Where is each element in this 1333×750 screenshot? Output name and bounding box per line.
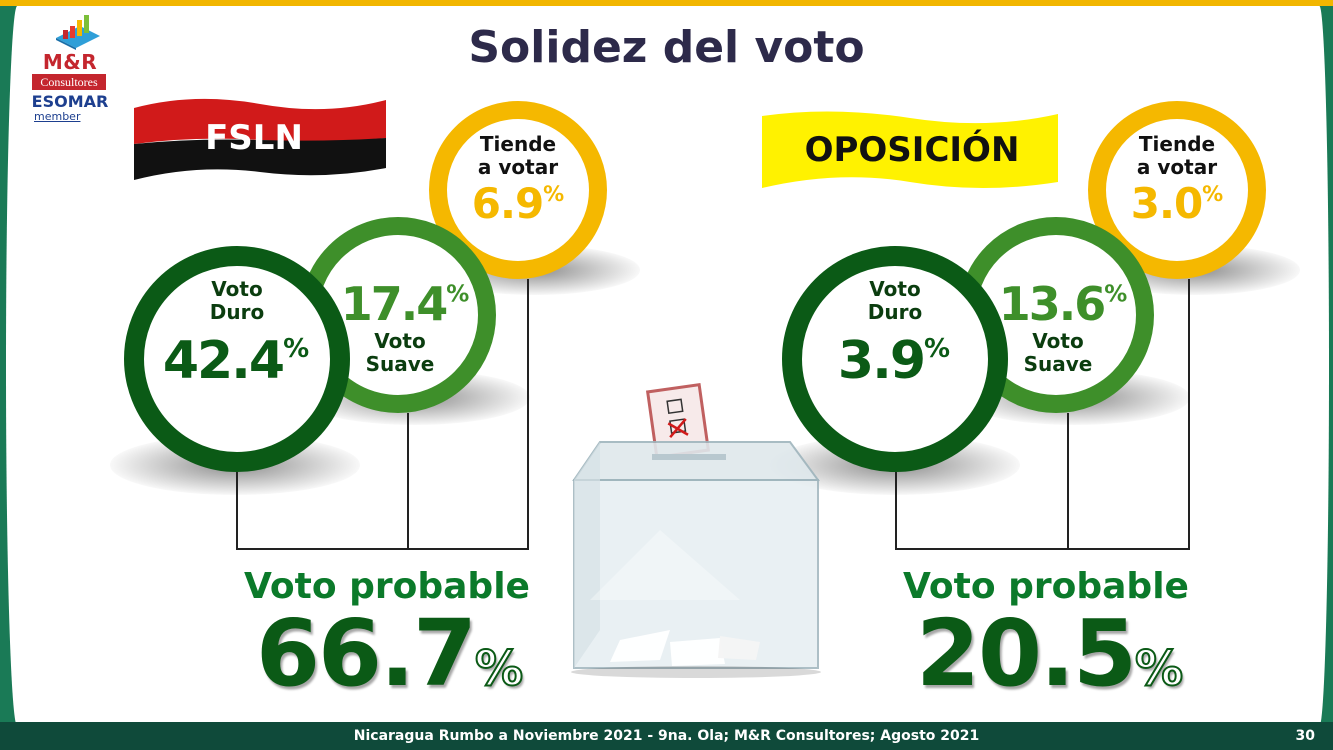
logo-chart-icon xyxy=(56,15,100,50)
top-accent-bar xyxy=(0,0,1333,6)
fsln-bracket-base xyxy=(236,548,529,550)
fsln-tiende-unit: % xyxy=(543,182,565,207)
opo-probable-number: 20.5 xyxy=(916,600,1137,707)
company-logo: M&R Consultores ESOMAR member xyxy=(30,10,110,123)
fsln-duro-label-line2: Duro xyxy=(209,300,265,324)
opo-duro-label-line2: Duro xyxy=(867,300,923,324)
fsln-duro-unit: % xyxy=(283,334,310,365)
opo-tiende-label: Tiende a votar xyxy=(1118,133,1236,179)
fsln-probable-unit: % xyxy=(474,640,524,698)
logo-subtitle: Consultores xyxy=(32,74,106,90)
fsln-duro-label-line1: Voto xyxy=(211,277,263,301)
opo-duro-label-line1: Voto xyxy=(869,277,921,301)
fsln-duro-number: 42.4 xyxy=(162,331,285,391)
footer-bar: Nicaragua Rumbo a Noviembre 2021 - 9na. … xyxy=(0,722,1333,750)
opo-duro-line xyxy=(895,472,897,550)
opo-tiende-value: 3.0% xyxy=(1108,179,1246,228)
opo-suave-line xyxy=(1067,413,1069,550)
opo-duro-unit: % xyxy=(924,334,951,365)
fsln-suave-value: 17.4% xyxy=(330,278,480,331)
opo-tiende-label-line2: a votar xyxy=(1136,155,1218,179)
fsln-probable-number: 66.7 xyxy=(256,600,477,707)
fsln-duro-line xyxy=(236,472,238,550)
left-side-band xyxy=(0,6,34,726)
fsln-suave-line xyxy=(407,413,409,550)
opo-probable-label: Voto probable xyxy=(903,566,1189,607)
fsln-suave-label: Voto Suave xyxy=(350,330,450,376)
opo-tiende-label-line1: Tiende xyxy=(1138,132,1216,156)
fsln-suave-label-line1: Voto xyxy=(374,329,426,353)
fsln-suave-label-line2: Suave xyxy=(365,352,435,376)
opo-tiende-unit: % xyxy=(1202,182,1224,207)
fsln-tiende-value: 6.9% xyxy=(449,179,587,228)
fsln-tiende-label-line1: Tiende xyxy=(479,132,557,156)
fsln-suave-number: 17.4 xyxy=(340,277,448,331)
opo-duro-number: 3.9 xyxy=(837,331,926,391)
fsln-tiende-number: 6.9 xyxy=(471,179,544,228)
fsln-duro-circle xyxy=(124,246,350,472)
fsln-suave-unit: % xyxy=(446,281,470,308)
opo-suave-unit: % xyxy=(1104,281,1128,308)
footer-source: Nicaragua Rumbo a Noviembre 2021 - 9na. … xyxy=(353,728,980,744)
opo-duro-label: Voto Duro xyxy=(845,278,945,324)
opo-bracket-base xyxy=(895,548,1190,550)
fsln-label: FSLN xyxy=(205,118,303,158)
page-title: Solidez del voto xyxy=(468,22,865,73)
fsln-tiende-label: Tiende a votar xyxy=(459,133,577,179)
page-number: 30 xyxy=(1295,728,1315,744)
fsln-tiende-line xyxy=(527,279,529,550)
opo-probable-unit: % xyxy=(1134,640,1184,698)
fsln-tiende-label-line2: a votar xyxy=(477,155,559,179)
fsln-duro-value: 42.4% xyxy=(150,331,322,392)
opo-suave-label: Voto Suave xyxy=(1008,330,1108,376)
oposicion-label: OPOSICIÓN xyxy=(804,130,1020,170)
opo-suave-number: 13.6 xyxy=(998,277,1106,331)
opo-suave-label-line1: Voto xyxy=(1032,329,1084,353)
opo-duro-value: 3.9% xyxy=(808,331,980,392)
fsln-probable-label: Voto probable xyxy=(244,566,530,607)
fsln-probable-value: 66.7% xyxy=(256,600,524,707)
fsln-duro-label: Voto Duro xyxy=(187,278,287,324)
opo-tiende-number: 3.0 xyxy=(1130,179,1203,228)
logo-brand: M&R xyxy=(42,50,98,74)
opo-suave-value: 13.6% xyxy=(988,278,1138,331)
member-label: member xyxy=(34,110,81,123)
opo-tiende-line xyxy=(1188,279,1190,550)
opo-probable-value: 20.5% xyxy=(916,600,1184,707)
right-side-band xyxy=(1305,6,1333,726)
ballot-box-icon xyxy=(571,383,821,678)
fsln-flag xyxy=(134,98,386,180)
esomar-label: ESOMAR xyxy=(31,92,109,111)
oposicion-flag xyxy=(762,111,1058,188)
opo-suave-label-line2: Suave xyxy=(1023,352,1093,376)
